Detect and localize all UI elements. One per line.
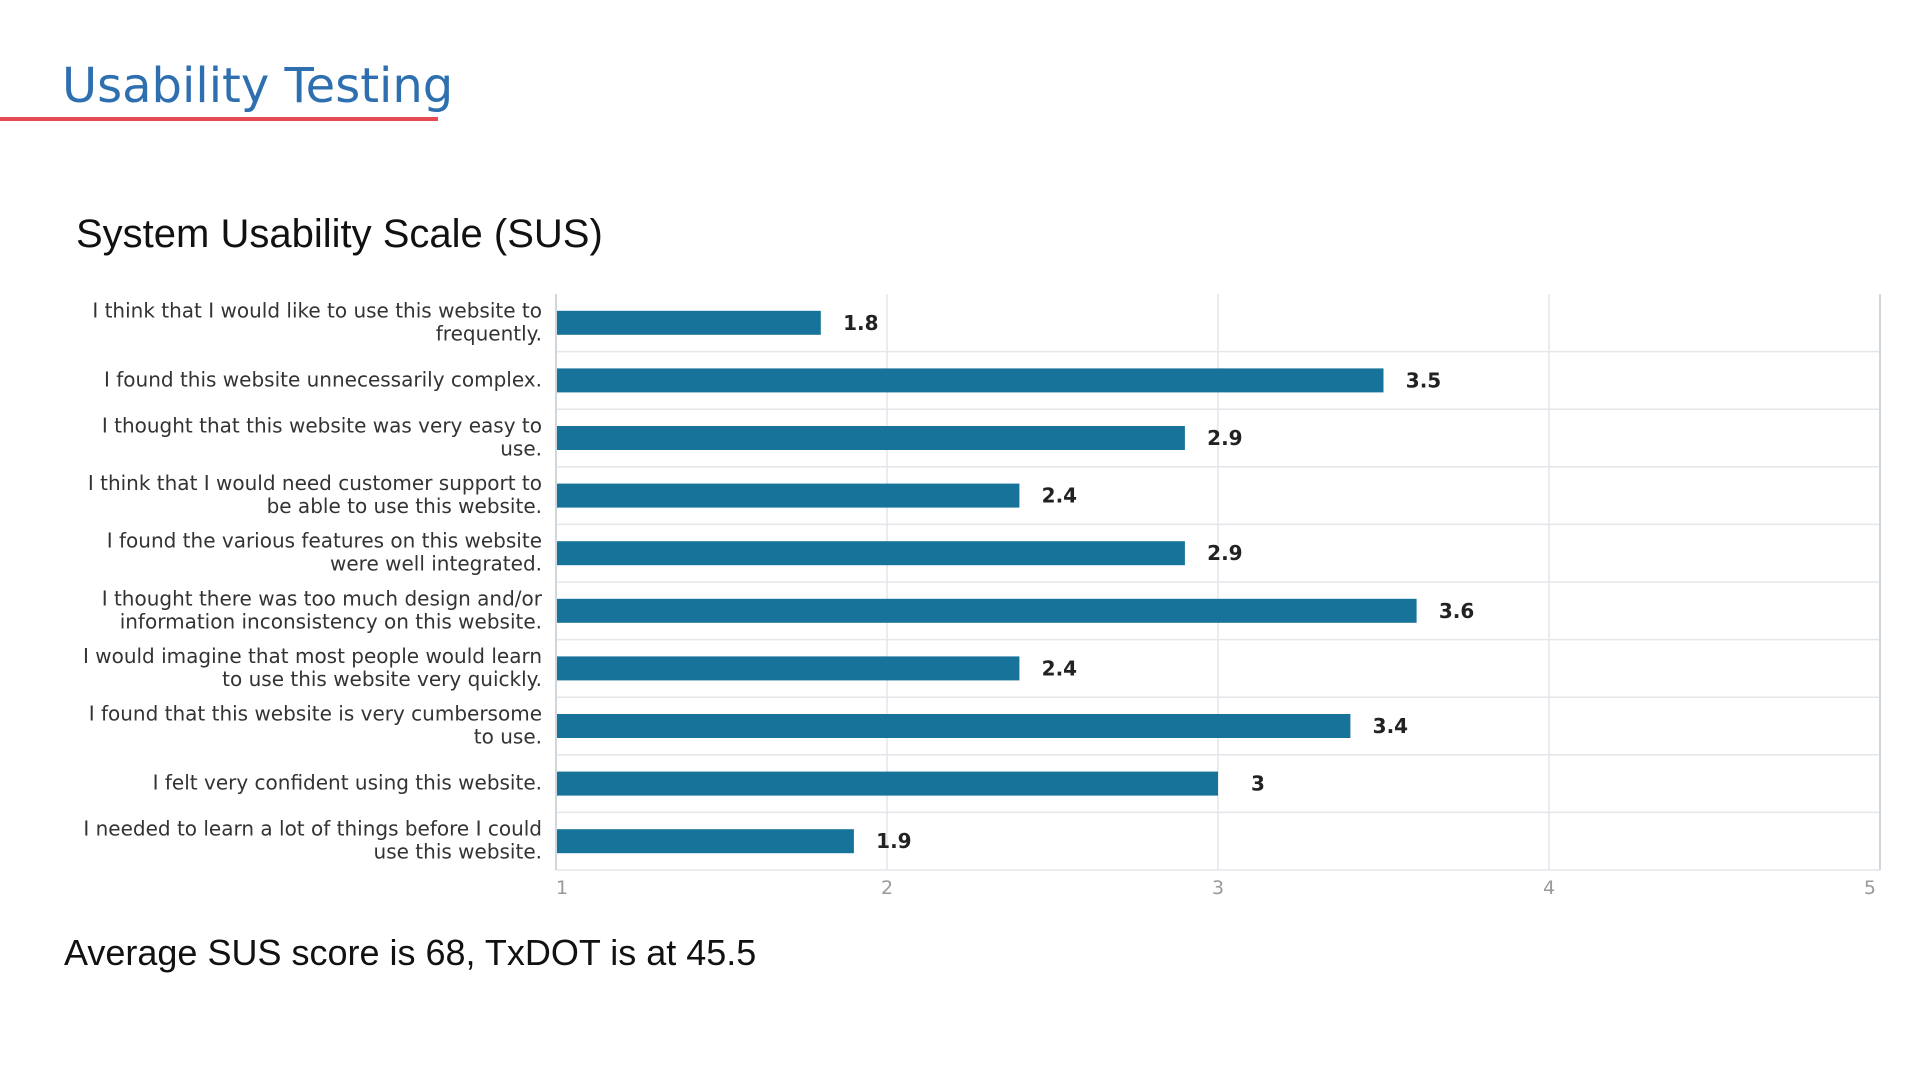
category-label: I thought that this website was very eas… (102, 414, 542, 461)
category-label: I found the various features on this web… (107, 529, 542, 576)
bar-value-label: 2.9 (1207, 541, 1242, 565)
bar (557, 310, 821, 335)
bar (557, 598, 1417, 623)
category-label: I found that this website is very cumber… (89, 702, 542, 749)
chart-title: System Usability Scale (SUS) (76, 212, 603, 256)
category-label-line: I think that I would like to use this we… (92, 298, 542, 322)
category-label: I think that I would need customer suppo… (88, 471, 542, 518)
category-label-line: I would imagine that most people would l… (83, 644, 542, 668)
category-label-line: information inconsistency on this websit… (120, 609, 542, 633)
bar-value-label: 3.5 (1406, 368, 1441, 392)
category-label-line: were well integrated. (330, 552, 542, 576)
bar-value-label: 2.4 (1042, 484, 1077, 508)
bar-value-label: 2.4 (1042, 656, 1077, 680)
bar (557, 656, 1020, 681)
category-label: I found this website unnecessarily compl… (104, 367, 542, 391)
bar-value-label: 2.9 (1207, 426, 1242, 450)
category-label-line: I felt very confident using this website… (153, 771, 542, 795)
category-label-line: to use this website very quickly. (222, 667, 542, 691)
category-label: I think that I would like to use this we… (92, 298, 542, 345)
category-label-line: I found that this website is very cumber… (89, 702, 542, 726)
bar (557, 714, 1351, 738)
category-label-line: use this website. (374, 840, 542, 864)
bar (557, 483, 1020, 508)
category-label-line: I needed to learn a lot of things before… (83, 817, 542, 841)
bar (557, 829, 854, 854)
bar (557, 368, 1384, 393)
bar-value-label: 1.9 (876, 829, 911, 853)
category-label: I needed to learn a lot of things before… (83, 817, 542, 864)
bar (557, 541, 1185, 566)
category-label-line: frequently. (436, 321, 542, 345)
category-label: I would imagine that most people would l… (83, 644, 542, 691)
title-underline (0, 117, 438, 121)
bar-value-label: 3 (1251, 772, 1265, 796)
x-tick-label: 4 (1543, 877, 1555, 899)
slide-title: Usability Testing (62, 58, 454, 114)
x-tick-label: 2 (881, 877, 893, 899)
bar-value-label: 3.6 (1439, 599, 1474, 623)
bar (557, 771, 1218, 796)
category-label-line: use. (500, 437, 542, 461)
category-label-line: I thought that this website was very eas… (102, 414, 542, 438)
category-label-line: I thought there was too much design and/… (102, 586, 543, 610)
category-label: I thought there was too much design and/… (102, 586, 543, 633)
category-label-line: to use. (474, 725, 542, 749)
category-label-line: I think that I would need customer suppo… (88, 471, 542, 495)
x-tick-label: 5 (1864, 877, 1876, 899)
category-label-line: I found this website unnecessarily compl… (104, 367, 542, 391)
x-tick-label: 1 (556, 877, 568, 899)
category-label-line: I found the various features on this web… (107, 529, 542, 553)
bar-value-label: 3.4 (1373, 714, 1408, 738)
x-tick-label: 3 (1212, 877, 1224, 899)
category-label: I felt very confident using this website… (153, 771, 542, 795)
bar-value-label: 1.8 (843, 311, 878, 335)
footer-text: Average SUS score is 68, TxDOT is at 45.… (64, 932, 757, 973)
bar (557, 426, 1185, 450)
category-label-line: be able to use this website. (267, 494, 542, 518)
